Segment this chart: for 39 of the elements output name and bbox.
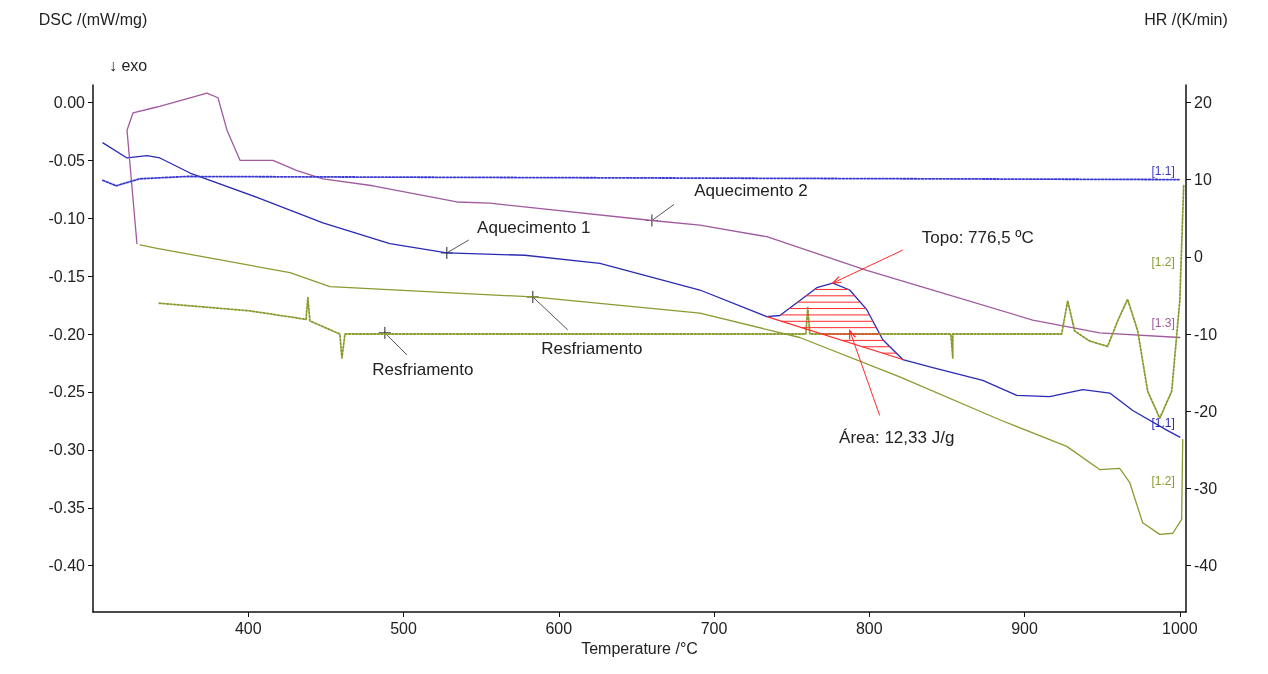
annotation: [1.1] — [1151, 416, 1175, 431]
annotation: Resfriamento — [541, 339, 643, 359]
y2-tick-label: -30 — [1194, 479, 1218, 497]
y-tick-label: -0.15 — [48, 267, 86, 285]
y-axis-title: DSC /(mW/mg) — [38, 10, 148, 28]
annotation: [1.2] — [1151, 474, 1175, 489]
y2-tick-label: -20 — [1194, 402, 1218, 420]
y-tick-label: -0.20 — [48, 325, 86, 343]
text: ↓ exo — [109, 56, 148, 74]
y2-tick-label: 0 — [1194, 248, 1203, 266]
annotation: [1.2] — [1151, 255, 1175, 270]
annotation: [1.3] — [1151, 315, 1175, 330]
annotation: Aquecimento 2 — [694, 181, 808, 201]
x-tick-label: 700 — [700, 619, 728, 637]
y2-tick-label: -40 — [1194, 557, 1218, 575]
y2-tick-label: 10 — [1194, 171, 1212, 189]
x-tick-label: 800 — [855, 619, 883, 637]
annotation: Resfriamento — [372, 360, 474, 380]
annotation: Área: 12,33 J/g — [839, 428, 955, 448]
y-tick-label: -0.40 — [48, 557, 86, 575]
y-tick-label: 0.00 — [53, 93, 86, 111]
annotation: Topo: 776,5 ºC — [921, 227, 1034, 247]
x-axis-title: Temperature /°C — [581, 640, 698, 658]
x-tick-label: 600 — [545, 619, 573, 637]
y2-tick-label: 20 — [1194, 93, 1212, 111]
y2-axis-title: HR /(K/min) — [1144, 10, 1228, 28]
annotation: [1.1] — [1151, 163, 1175, 178]
x-tick-label: 900 — [1011, 619, 1038, 637]
x-tick-label: 400 — [234, 619, 262, 637]
y2-tick-label: -10 — [1194, 325, 1218, 343]
x-tick-label: 1000 — [1161, 619, 1198, 637]
y-tick-label: -0.05 — [48, 151, 86, 169]
y-tick-label: -0.35 — [48, 499, 86, 517]
x-tick-label: 500 — [390, 619, 417, 637]
y-tick-label: -0.25 — [48, 383, 86, 401]
annotation: Aquecimento 1 — [477, 218, 591, 238]
line-series — [126, 92, 1181, 339]
y-tick-label: -0.10 — [48, 209, 86, 227]
y-tick-label: -0.30 — [48, 441, 86, 459]
